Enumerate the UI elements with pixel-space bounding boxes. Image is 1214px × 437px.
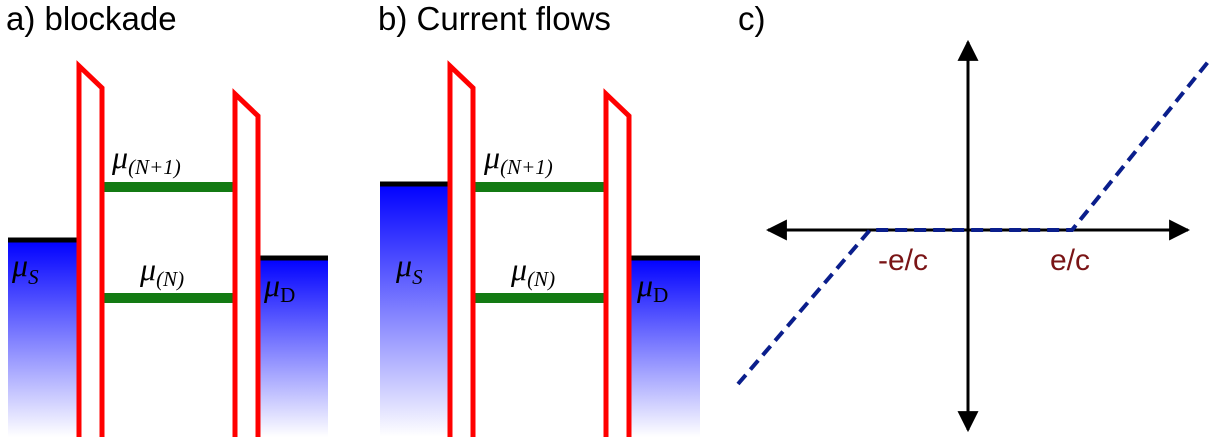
text-part: μ (636, 267, 653, 303)
panel-a: a) blockade μ(N+1) μ(N) μS μD (6, 0, 328, 437)
barrier (450, 66, 473, 437)
iv-curve (738, 62, 1208, 384)
text-part: (N+1) (500, 155, 553, 179)
text-part: S (28, 265, 39, 289)
text-part: μ (483, 139, 500, 175)
text-part: μ (395, 247, 412, 283)
text-part: D (280, 283, 295, 307)
text-part: D (653, 283, 668, 307)
barrier (235, 94, 258, 437)
level-label: μ(N) (139, 251, 184, 291)
source-reservoir (380, 184, 450, 437)
level-label: μ(N+1) (111, 139, 181, 179)
panel-title: b) Current flows (378, 0, 611, 37)
barrier (606, 94, 629, 437)
text-part: μ (11, 247, 28, 283)
panel-c: c) -e/c e/c (738, 0, 1208, 430)
level-label: μ(N) (510, 251, 555, 291)
panel-title: a) blockade (6, 0, 177, 37)
panel-title: c) (738, 0, 766, 37)
text-part: μ (139, 251, 156, 287)
tick-label: -e/c (878, 244, 928, 277)
text-part: (N) (527, 267, 555, 291)
text-part: μ (263, 267, 280, 303)
text-part: μ (111, 139, 128, 175)
figure: a) blockade μ(N+1) μ(N) μS μD b) Current… (0, 0, 1214, 437)
level-label: μ(N+1) (483, 139, 553, 179)
barrier (79, 66, 102, 437)
text-part: μ (510, 251, 527, 287)
text-part: S (412, 265, 423, 289)
text-part: (N) (156, 267, 184, 291)
tick-label: e/c (1050, 244, 1090, 277)
text-part: (N+1) (128, 155, 181, 179)
panel-b: b) Current flows μ(N+1) μ(N) μS μD (378, 0, 700, 437)
